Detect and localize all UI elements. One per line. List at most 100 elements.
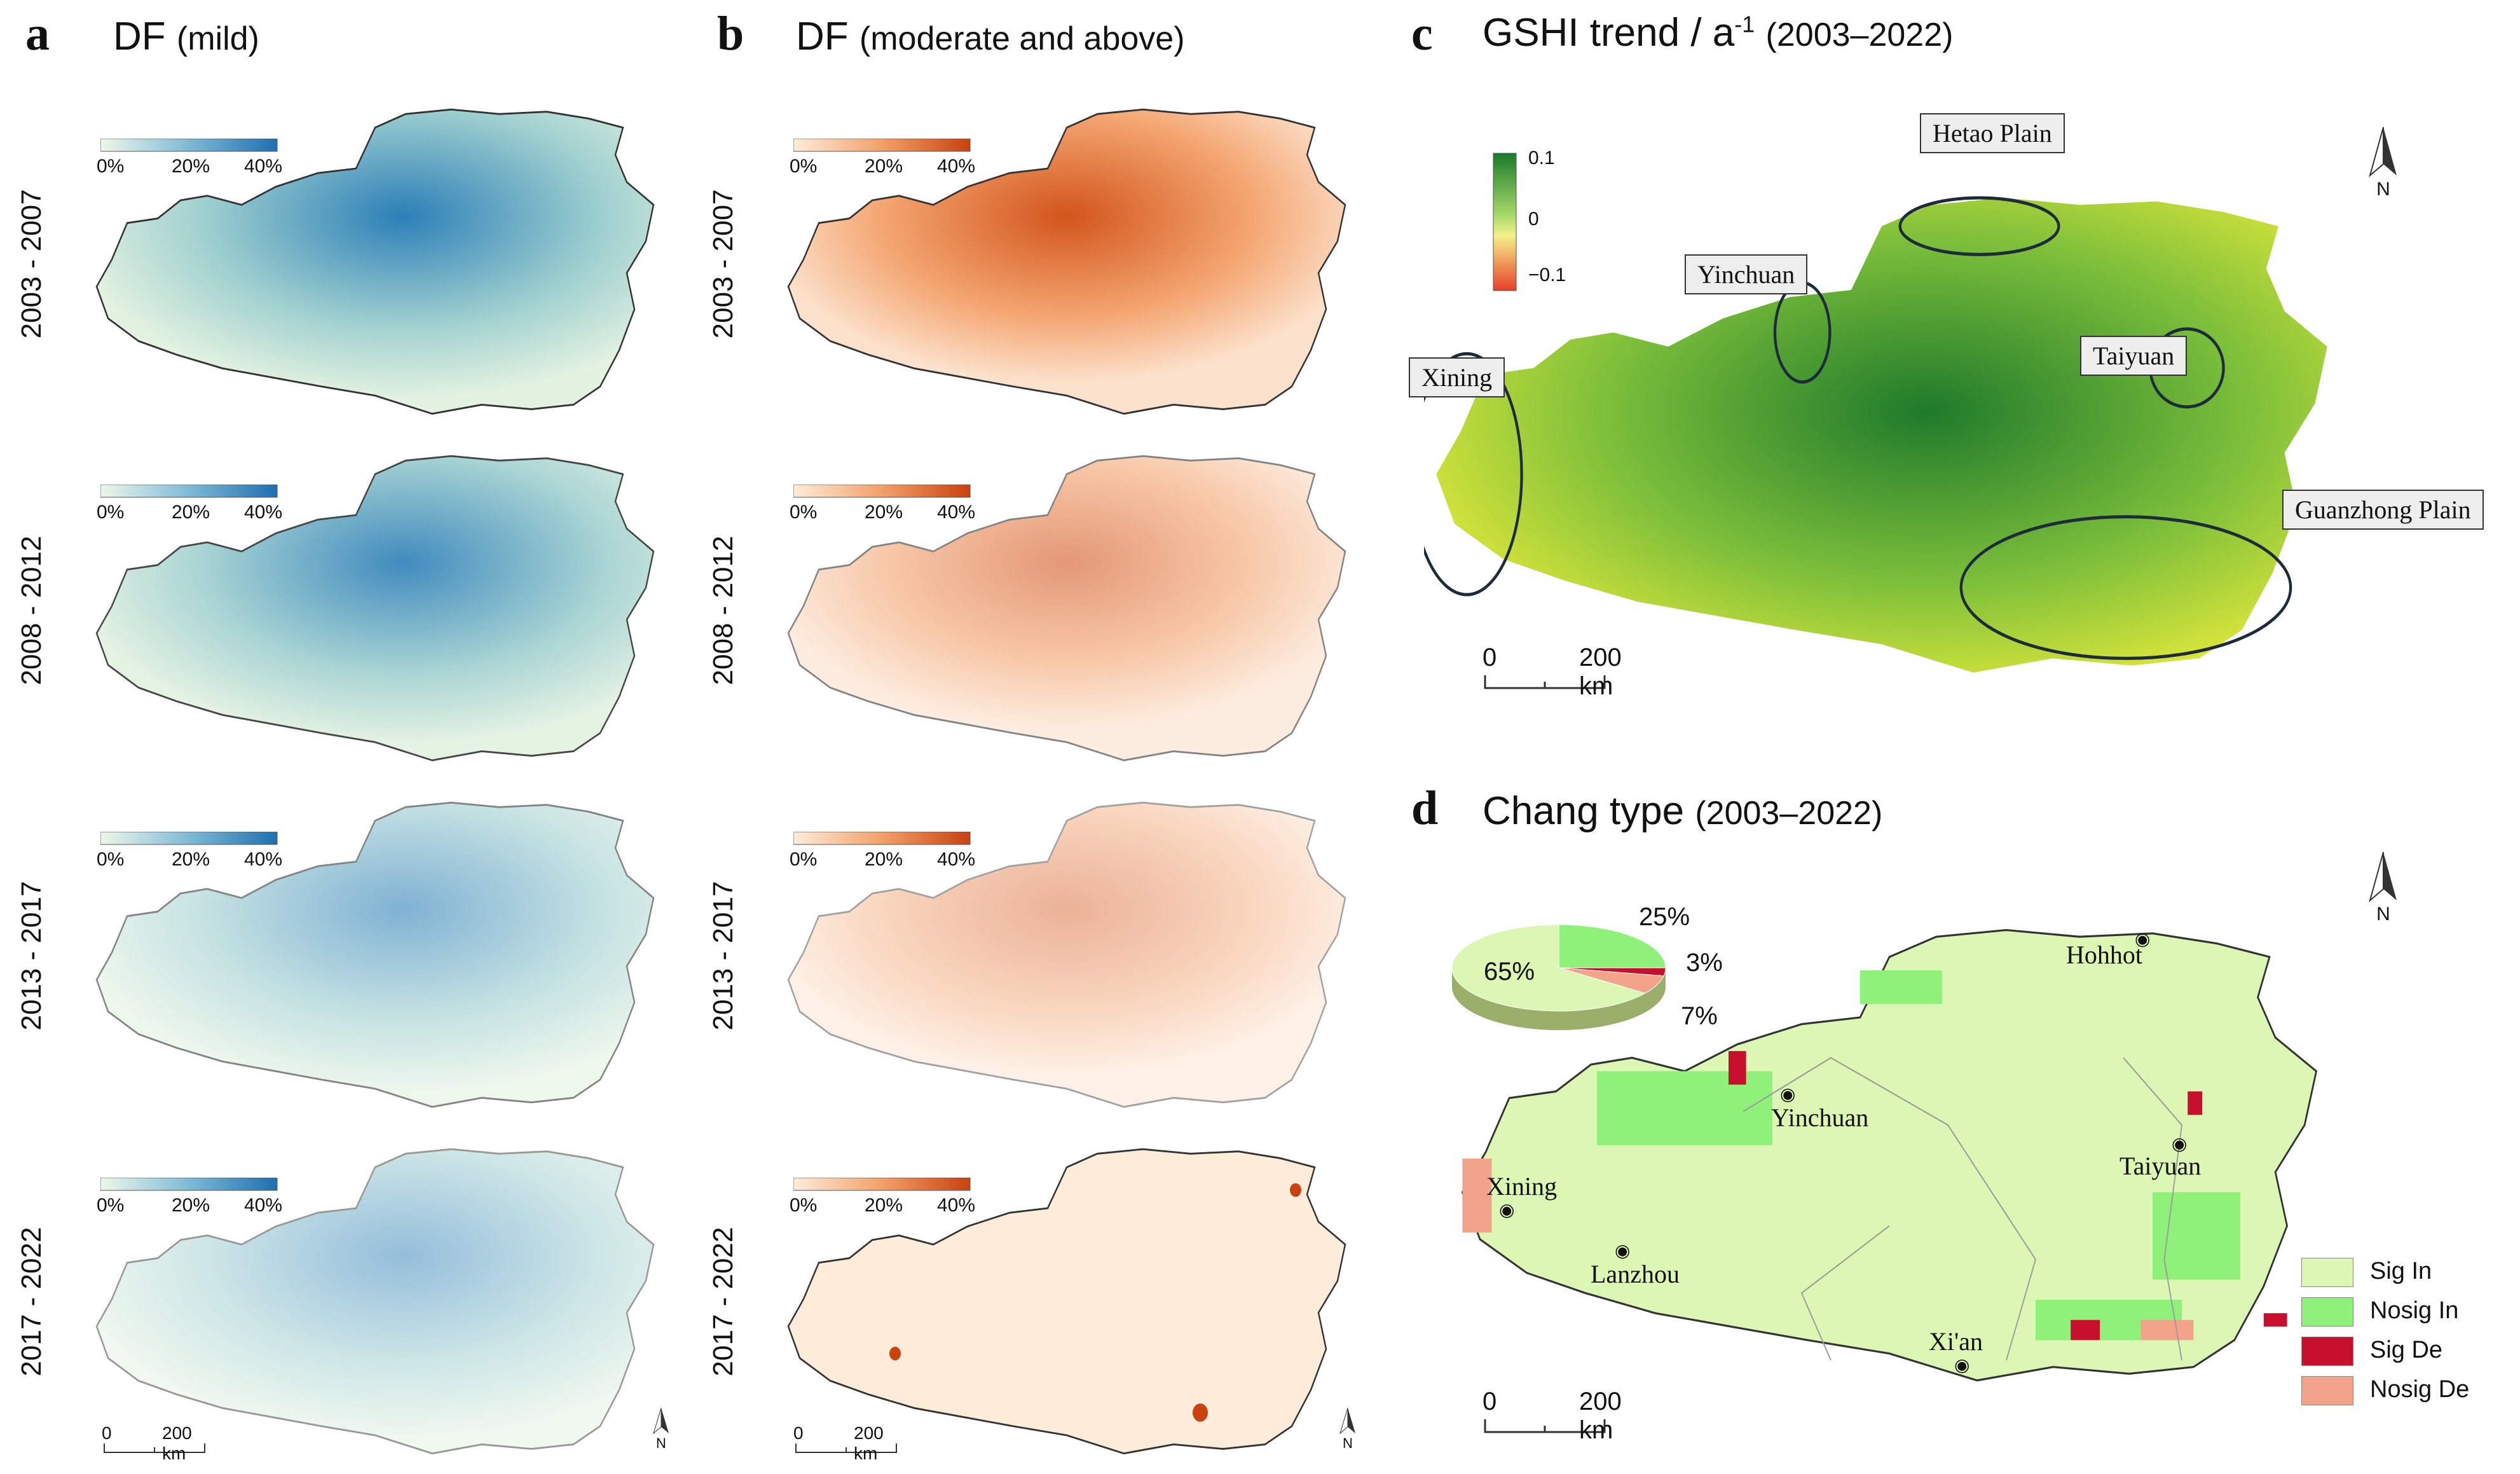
legend-tick: 0% <box>97 849 125 870</box>
legend-row-sig-de: Sig De <box>2301 1330 2469 1370</box>
legend-tick: 0% <box>790 502 818 523</box>
panel-b-map-1 <box>787 108 1346 415</box>
panel-c-title-sup: -1 <box>1734 11 1755 38</box>
north-label: N <box>2376 904 2390 925</box>
panel-b-legend-3: 0% 20% 40% <box>790 831 975 872</box>
panel-a-legend-bar <box>100 484 278 498</box>
panel-a-period-2: 2008 - 2012 <box>16 535 47 685</box>
panel-b-subtitle: (moderate and above) <box>859 20 1185 57</box>
callout-taiyuan: Taiyuan <box>2080 336 2188 376</box>
legend-tick: 20% <box>865 502 903 523</box>
panel-d-pie-chart <box>1451 924 1666 1030</box>
panel-c-legend: 0.1 0 −0.1 <box>1493 148 1566 296</box>
panel-b-period-3: 2013 - 2017 <box>708 881 739 1031</box>
panel-a-period-4: 2017 - 2022 <box>16 1227 47 1377</box>
legend-tick: 40% <box>244 849 283 870</box>
legend-label: Nosig De <box>2370 1376 2470 1403</box>
panel-a-title: DF (mild) <box>113 14 259 59</box>
legend-tick: 20% <box>172 502 210 523</box>
panel-c-legend-bar <box>1493 153 1517 291</box>
legend-tick: 40% <box>937 1195 976 1216</box>
panel-a-title-text: DF <box>113 15 166 59</box>
panel-d-map <box>1451 923 2328 1394</box>
panel-a-subtitle: (mild) <box>176 20 259 57</box>
legend-tick: 20% <box>172 156 210 177</box>
north-label: N <box>1343 1435 1353 1451</box>
pie-label-sig-de: 3% <box>1686 949 1723 977</box>
pie-label-nosig-de: 7% <box>1681 1002 1718 1030</box>
panel-b-map-3 <box>787 801 1346 1108</box>
panel-b-period-2: 2008 - 2012 <box>708 535 739 685</box>
city-label: Xining <box>1486 1172 1558 1201</box>
legend-swatch <box>2301 1257 2353 1287</box>
legend-tick: 40% <box>244 1195 283 1216</box>
legend-tick: 20% <box>865 1195 903 1216</box>
panel-d-letter: d <box>1411 782 1439 835</box>
panel-a-map-4 <box>95 1148 655 1455</box>
legend-tick: 0% <box>97 502 125 523</box>
panel-d-title: Chang type (2003–2022) <box>1483 789 1882 834</box>
legend-label: Sig In <box>2370 1258 2432 1285</box>
panel-d-scalebar: 0 200 km <box>1483 1388 1635 1444</box>
panel-b-legend-bar <box>793 484 971 498</box>
panel-a-legend-3: 0% 20% 40% <box>97 831 282 872</box>
city-label: Lanzhou <box>1591 1260 1680 1288</box>
panel-b-legend-4: 0% 20% 40% <box>790 1177 975 1218</box>
legend-swatch <box>2301 1336 2353 1366</box>
legend-tick: 40% <box>937 502 976 523</box>
pie-label-nosig-in: 25% <box>1639 903 1690 931</box>
panel-d-boundaries <box>1743 1057 2182 1361</box>
legend-tick: 20% <box>865 156 903 177</box>
callout-guanzhong-plain: Guanzhong Plain <box>2282 490 2484 530</box>
pie-slice-nosig-in <box>1558 924 1666 968</box>
panel-b-legend-bar <box>793 1177 971 1191</box>
callout-hetao-plain: Hetao Plain <box>1920 113 2065 153</box>
legend-swatch <box>2301 1297 2353 1326</box>
panel-c-title-text: GSHI trend / a <box>1483 11 1735 55</box>
panel-b-legend-2: 0% 20% 40% <box>790 484 975 525</box>
legend-label: Nosig In <box>2370 1297 2459 1324</box>
city-hohhot: ◉ Hohhot <box>2066 930 2151 969</box>
city-label: Xi'an <box>1929 1327 1983 1356</box>
panel-a-legend-1: 0% 20% 40% <box>97 138 282 179</box>
panel-d-legend: Sig In Nosig In Sig De Nosig De <box>2301 1251 2469 1409</box>
panel-b-scalebar: 0 200 km <box>793 1423 901 1463</box>
panel-a-legend-bar <box>100 831 278 845</box>
city-xian: ◉ Xi'an <box>1929 1327 1983 1375</box>
panel-b-period-4: 2017 - 2022 <box>708 1227 739 1377</box>
scale-label: 200 km <box>1579 1388 1622 1444</box>
panel-b-map-4 <box>787 1148 1346 1455</box>
legend-tick: 40% <box>937 156 976 177</box>
panel-d-north-arrow: N <box>2361 850 2406 925</box>
pie-slice-sig-in <box>1451 924 1647 1012</box>
panel-d-sig-de-patches <box>1729 1050 2287 1340</box>
scale-label: 0 <box>793 1423 804 1443</box>
legend-tick: 20% <box>172 849 210 870</box>
callout-xining: Xining <box>1409 357 1505 397</box>
panel-a-map-1 <box>95 108 655 415</box>
legend-row-nosig-de: Nosig De <box>2301 1370 2469 1409</box>
panel-d-subtitle: (2003–2022) <box>1695 795 1883 832</box>
legend-swatch <box>2301 1375 2353 1405</box>
legend-tick: 0 <box>1528 209 1539 230</box>
panel-c-title: GSHI trend / a-1 (2003–2022) <box>1483 10 1953 55</box>
scale-label: 0 <box>1483 644 1497 672</box>
legend-tick: 0% <box>790 1195 818 1216</box>
panel-b-legend-bar <box>793 138 971 152</box>
legend-tick: 0.1 <box>1528 148 1555 169</box>
legend-tick: 0% <box>790 156 818 177</box>
legend-label: Sig De <box>2370 1337 2443 1363</box>
panel-d-nosig-in-patches <box>1597 970 2240 1340</box>
north-label: N <box>656 1435 666 1451</box>
scale-label: 200 km <box>854 1423 884 1463</box>
panel-d-title-text: Chang type <box>1483 789 1685 833</box>
pie-label-sig-in: 65% <box>1484 958 1535 986</box>
panel-a-legend-2: 0% 20% 40% <box>97 484 282 525</box>
panel-b-title: DF (moderate and above) <box>796 14 1185 59</box>
legend-tick: 20% <box>865 849 903 870</box>
city-lanzhou: ◉ Lanzhou <box>1591 1241 1680 1288</box>
panel-a-period-1: 2003 - 2007 <box>16 189 47 339</box>
legend-tick: −0.1 <box>1528 265 1566 286</box>
city-label: Yinchuan <box>1771 1103 1869 1132</box>
city-label: Taiyuan <box>2119 1152 2202 1180</box>
